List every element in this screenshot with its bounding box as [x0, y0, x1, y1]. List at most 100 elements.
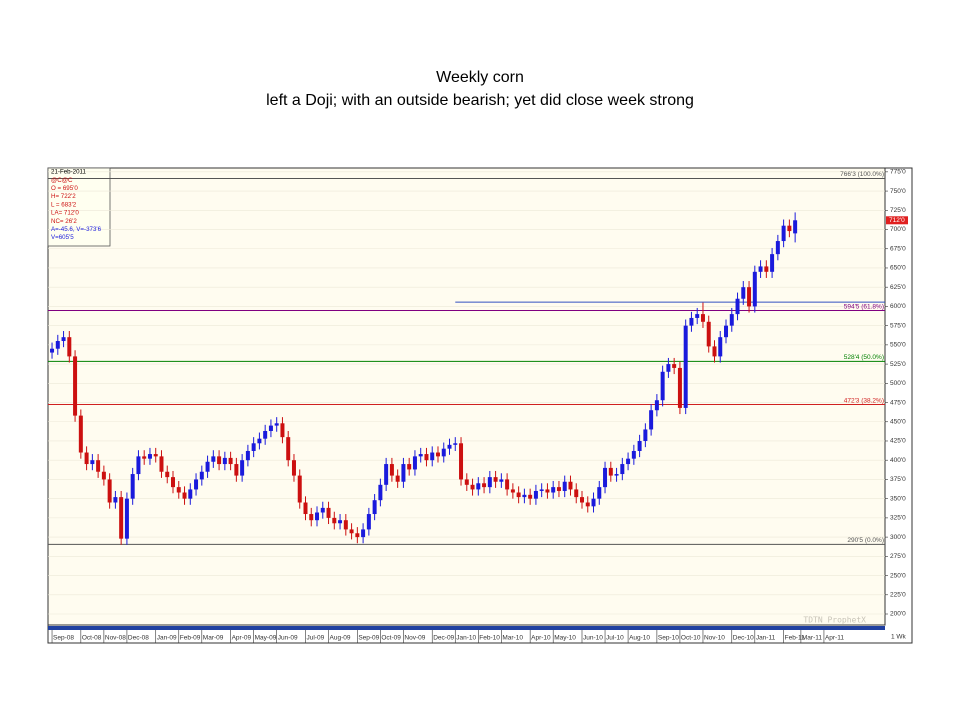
x-tick-label: Dec-10 [733, 635, 754, 642]
candle-body [263, 430, 268, 439]
candle-body [533, 490, 538, 499]
candle-body [545, 489, 550, 493]
last-price-box [886, 216, 908, 225]
candle-body [689, 317, 694, 326]
x-tick-label: Jul-10 [606, 635, 624, 642]
info-line: LA= 712'0 [51, 210, 79, 217]
y-tick-label: 425'0 [890, 438, 906, 445]
candle-body [568, 481, 573, 490]
last-price-label: 712'0 [889, 217, 905, 224]
candle-body [315, 512, 320, 521]
candle-body [752, 271, 757, 307]
candle-body [217, 456, 222, 465]
candle-body [677, 367, 682, 408]
candle-body [338, 520, 343, 524]
info-line: @C@C [51, 177, 73, 184]
candle-body [764, 266, 769, 272]
candle-body [113, 497, 118, 503]
candle-body [464, 479, 469, 485]
candle-body [401, 464, 406, 482]
candle-body [303, 502, 308, 515]
candle-body [384, 464, 389, 485]
y-tick-label: 325'0 [890, 515, 906, 522]
x-tick-label: May-10 [554, 635, 576, 642]
candle-body [620, 464, 625, 475]
candle-body [286, 437, 291, 461]
y-tick-label: 700'0 [890, 226, 906, 233]
period-label: 1 Wk [891, 634, 907, 641]
candle-body [695, 314, 700, 318]
candle-body [430, 452, 435, 461]
candle-body [78, 415, 83, 453]
candle-body [361, 529, 366, 538]
candle-body [528, 494, 533, 499]
candle-body [366, 514, 371, 530]
candle-body [245, 450, 250, 461]
x-tick-label: Nov-10 [704, 635, 725, 642]
candle-body [579, 497, 584, 503]
candle-body [418, 454, 423, 457]
candle-body [194, 479, 199, 490]
candle-body [73, 356, 78, 416]
x-tick-label: Oct-09 [381, 635, 401, 642]
y-tick-label: 300'0 [890, 534, 906, 541]
x-tick-label: Feb-11 [785, 635, 805, 642]
y-tick-label: 575'0 [890, 322, 906, 329]
x-tick-label: Aug-09 [330, 635, 351, 642]
candle-body [234, 464, 239, 476]
candle-body [539, 489, 544, 491]
y-tick-label: 200'0 [890, 611, 906, 618]
candle-body [556, 487, 561, 491]
candle-body [747, 287, 752, 307]
candle-body [470, 484, 475, 490]
candle-body [343, 520, 348, 530]
candle-body [735, 298, 740, 315]
candle-body [505, 479, 510, 490]
candle-body [516, 492, 521, 498]
candle-body [280, 423, 285, 438]
candle-body [787, 225, 792, 232]
chart-subtitle: left a Doji; with an outside bearish; ye… [266, 92, 694, 109]
candle-body [90, 460, 95, 465]
candle-body [142, 456, 147, 459]
level-label: 290'5 (0.0%) [847, 537, 884, 544]
y-tick-label: 375'0 [890, 476, 906, 483]
candle-body [297, 475, 302, 503]
y-tick-label: 250'0 [890, 572, 906, 579]
x-tick-label: Jan-09 [157, 635, 177, 642]
x-tick-label: Mar-11 [802, 635, 822, 642]
info-line: O = 695'0 [51, 185, 78, 192]
candle-body [355, 533, 360, 538]
info-line: L = 683'2 [51, 201, 77, 208]
candle-body [724, 325, 729, 338]
candle-body [61, 337, 66, 342]
x-tick-label: Jul-09 [306, 635, 324, 642]
candle-body [441, 448, 446, 457]
candle-body [666, 364, 671, 372]
candle-body [654, 400, 659, 411]
candle-body [320, 507, 325, 513]
candle-body [459, 443, 464, 480]
candle-body [222, 457, 227, 465]
candle-body [389, 464, 394, 476]
candle-body [643, 429, 648, 441]
candle-body [165, 471, 170, 478]
y-tick-label: 225'0 [890, 591, 906, 598]
candle-body [84, 452, 89, 465]
candle-body [240, 460, 245, 476]
candle-body [412, 456, 417, 470]
y-tick-label: 775'0 [890, 169, 906, 176]
candle-body [407, 464, 412, 470]
y-tick-label: 625'0 [890, 284, 906, 291]
x-tick-label: Sep-08 [53, 635, 74, 642]
candle-body [453, 443, 458, 445]
candle-body [147, 454, 152, 459]
candle-body [124, 498, 129, 539]
x-tick-label: Sep-09 [358, 635, 379, 642]
y-tick-label: 725'0 [890, 207, 906, 214]
candle-body [176, 487, 181, 493]
candle-body [101, 471, 106, 480]
candle-body [672, 364, 677, 368]
info-box [47, 167, 111, 247]
